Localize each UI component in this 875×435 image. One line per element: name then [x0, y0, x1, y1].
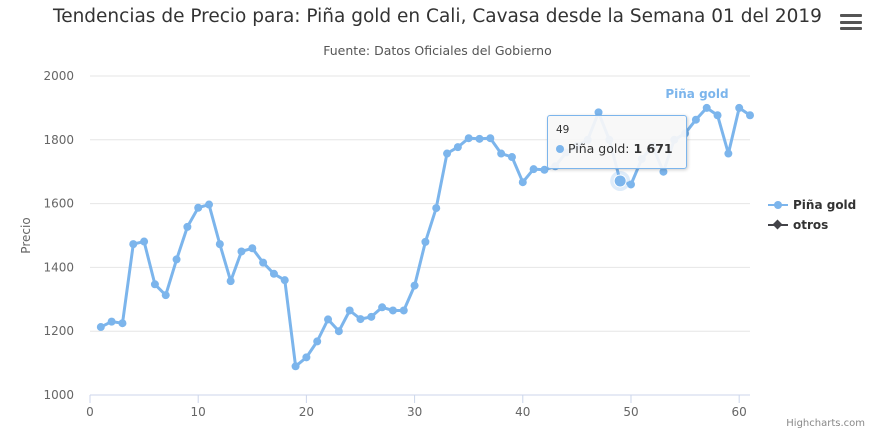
tooltip-value: 1 671 [633, 141, 673, 156]
data-point [507, 153, 516, 162]
y-tick-label: 2000 [43, 69, 74, 83]
data-point [724, 149, 733, 158]
x-tick-label: 50 [623, 405, 638, 419]
y-tick-label: 1000 [43, 388, 74, 402]
data-point [691, 115, 700, 124]
data-point [356, 315, 365, 324]
data-point [410, 281, 419, 290]
series-label-pina-gold: Piña gold [665, 87, 728, 101]
data-point [486, 134, 495, 143]
data-point [226, 277, 235, 286]
x-tick-label: 60 [732, 405, 747, 419]
data-point [626, 180, 635, 189]
data-point [215, 240, 224, 249]
data-point [594, 108, 603, 117]
chart-title: Tendencias de Precio para: Piña gold en … [53, 6, 822, 27]
credits-link[interactable]: Highcharts.com [786, 418, 865, 429]
tooltip-series-name: Piña gold [568, 141, 626, 156]
data-point [497, 149, 506, 158]
y-axis-label: Precio [19, 217, 33, 253]
legend-label-pina-gold: Piña gold [793, 198, 857, 212]
data-point [313, 337, 322, 346]
data-point [464, 134, 473, 143]
data-point [96, 323, 105, 332]
data-point [118, 319, 127, 328]
x-tick-label: 20 [299, 405, 314, 419]
data-point [746, 111, 754, 120]
data-point [183, 222, 192, 231]
y-axis-ticks: 1000 1200 1400 1600 1800 2000 [43, 69, 74, 402]
data-point [529, 165, 538, 174]
x-tick-label: 40 [515, 405, 530, 419]
data-point [280, 276, 289, 285]
data-point [150, 280, 159, 289]
data-point [475, 134, 484, 143]
data-point [237, 247, 246, 256]
data-point [421, 237, 430, 246]
data-point [291, 362, 300, 371]
x-axis-ticks: 0 10 20 30 40 50 60 [86, 395, 747, 419]
legend-item-otros[interactable]: otros [768, 215, 856, 235]
tooltip-row: Piña gold: 1 671 [556, 141, 673, 156]
data-point [378, 303, 387, 312]
tooltip-header: 49 [556, 124, 570, 136]
data-point [388, 306, 397, 315]
data-point [107, 317, 116, 326]
data-point [259, 258, 268, 267]
data-point [453, 143, 462, 152]
data-point [140, 237, 149, 246]
data-point-highlighted [613, 174, 627, 188]
y-tick-label: 1600 [43, 197, 74, 211]
data-point [334, 327, 343, 336]
data-point [432, 204, 441, 213]
chart-subtitle: Fuente: Datos Oficiales del Gobierno [323, 43, 552, 58]
data-point [345, 306, 354, 315]
y-tick-label: 1400 [43, 260, 74, 274]
data-point [443, 149, 452, 158]
legend-symbol-diamond-icon [768, 219, 788, 231]
data-point [518, 178, 527, 187]
data-point [735, 103, 744, 112]
data-point [269, 269, 278, 278]
tooltip-separator: : [625, 141, 634, 156]
data-point [540, 165, 549, 174]
data-point [659, 167, 668, 176]
data-point [205, 200, 214, 209]
data-point [713, 111, 722, 120]
data-point [161, 291, 170, 300]
legend: Piña gold otros [768, 195, 856, 235]
hamburger-menu-icon[interactable] [840, 14, 862, 32]
tooltip-series-dot-icon [556, 145, 564, 153]
legend-item-pina-gold[interactable]: Piña gold [768, 195, 856, 215]
data-point [302, 353, 311, 362]
data-point [129, 240, 138, 249]
x-tick-label: 0 [86, 405, 94, 419]
data-point [702, 103, 711, 112]
y-tick-label: 1800 [43, 133, 74, 147]
legend-symbol-circle-icon [768, 199, 788, 211]
data-point [399, 306, 408, 315]
legend-label-otros: otros [793, 218, 829, 232]
data-point [367, 312, 376, 321]
data-point [194, 203, 203, 212]
y-tick-label: 1200 [43, 324, 74, 338]
x-tick-label: 10 [191, 405, 206, 419]
x-tick-label: 30 [407, 405, 422, 419]
data-point [248, 244, 257, 253]
data-point [324, 315, 333, 324]
tooltip: 49 Piña gold: 1 671 [547, 115, 687, 169]
data-point [172, 255, 181, 264]
